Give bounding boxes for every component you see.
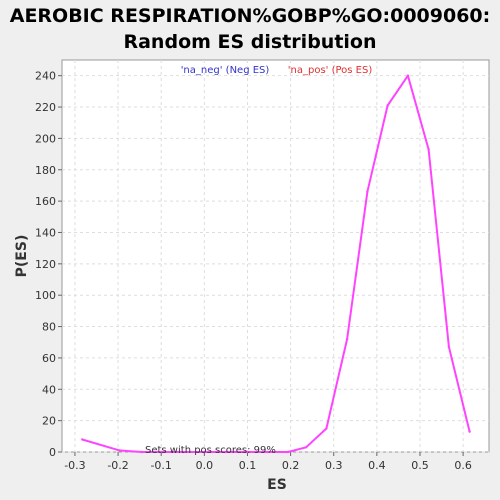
grid — [62, 60, 489, 453]
ticks: -0.3 -0.2 -0.1 0.0 0.1 0.2 0.3 0.4 0.5 0.6 0 20 40 60… — [35, 70, 472, 472]
chart-subtitle: Random ES distribution — [123, 31, 376, 53]
x-tick-label: 0.0 — [196, 459, 214, 472]
data-point — [386, 104, 389, 107]
y-tick-label: 60 — [42, 352, 56, 365]
x-tick-label: -0.2 — [107, 459, 128, 472]
plot-area — [61, 59, 490, 453]
x-tick-label: 0.4 — [368, 459, 386, 472]
y-tick-label: 240 — [35, 70, 56, 83]
y-tick-label: 220 — [35, 101, 56, 114]
y-tick-label: 200 — [35, 132, 56, 145]
data-point — [203, 450, 206, 454]
y-axis-label: P(ES) — [14, 235, 30, 278]
data-point — [81, 438, 84, 441]
chart-title: AEROBIC RESPIRATION%GOBP%GO:0009060: — [10, 5, 491, 27]
legend-neg: 'na_neg' (Neg ES) — [181, 65, 270, 76]
data-point — [427, 148, 430, 151]
data-point — [345, 337, 349, 341]
x-tick-label: -0.3 — [64, 459, 85, 472]
x-tick-label: -0.1 — [150, 459, 171, 472]
y-tick-label: 80 — [42, 321, 56, 334]
x-tick-label: 0.1 — [239, 459, 257, 472]
data-point — [118, 449, 121, 452]
data-point — [244, 450, 248, 454]
data-point — [161, 450, 164, 454]
data-point — [224, 450, 227, 454]
x-axis-label: ES — [267, 477, 287, 493]
x-tick-label: 0.5 — [411, 459, 429, 472]
data-point — [447, 345, 451, 349]
series-group — [81, 74, 471, 454]
data-point — [140, 450, 143, 454]
x-tick-label: 0.3 — [325, 459, 343, 472]
y-tick-label: 20 — [42, 415, 56, 428]
data-point — [406, 74, 410, 77]
y-tick-label: 160 — [35, 195, 56, 208]
y-tick-label: 40 — [42, 383, 56, 396]
data-point — [468, 430, 471, 433]
y-tick-label: 180 — [35, 164, 56, 177]
y-tick-label: 140 — [35, 226, 56, 239]
y-tick-label: 0 — [49, 446, 56, 459]
data-point — [286, 450, 290, 454]
x-tick-label: 0.6 — [454, 459, 472, 472]
x-tick-label: 0.2 — [282, 459, 300, 472]
data-point — [266, 450, 269, 454]
annotation: Sets with pos scores: 99% — [145, 445, 276, 456]
data-point — [325, 427, 328, 430]
legend: 'na_neg' (Neg ES) 'na_pos' (Pos ES) — [181, 65, 373, 76]
data-point — [182, 450, 185, 454]
y-tick-label: 120 — [35, 258, 56, 271]
data-point — [366, 190, 369, 193]
data-point — [304, 446, 308, 449]
y-tick-label: 100 — [35, 289, 56, 302]
legend-pos: 'na_pos' (Pos ES) — [288, 65, 373, 76]
